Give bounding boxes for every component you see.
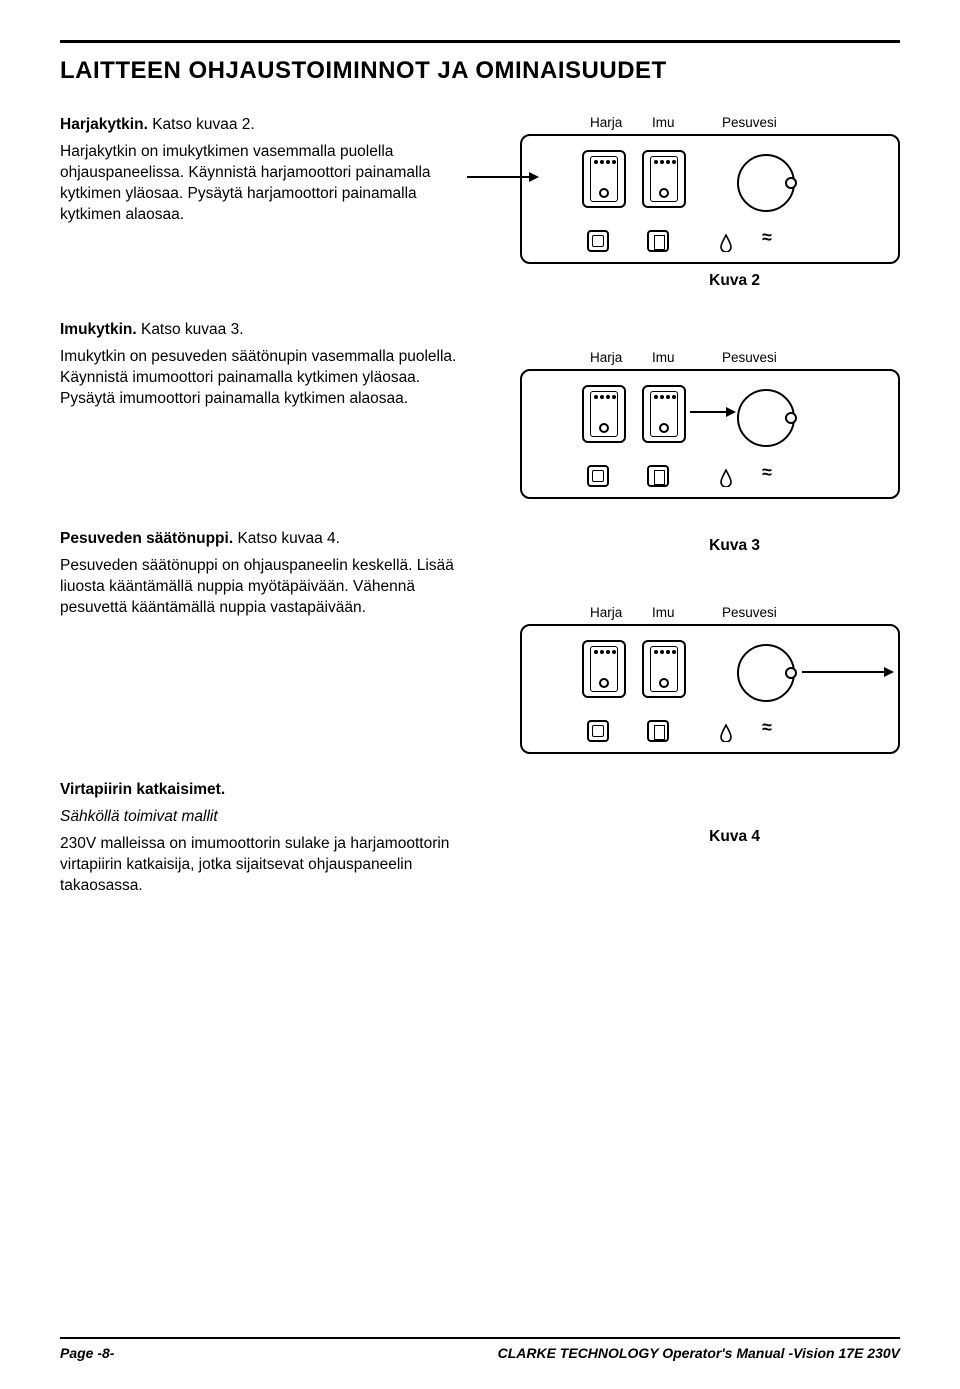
figure-4: Harja Imu Pesuvesi ≈ — [520, 605, 900, 754]
indicator-1 — [587, 720, 609, 742]
s2-after: Katso kuvaa 3. — [137, 321, 244, 338]
wave-icon: ≈ — [762, 462, 770, 483]
switch-harja — [582, 150, 626, 208]
s2-heading: Imukytkin. — [60, 321, 137, 338]
switch-imu — [642, 385, 686, 443]
footer-manual: CLARKE TECHNOLOGY Operator's Manual -Vis… — [498, 1345, 900, 1361]
indicator-2 — [647, 720, 669, 742]
footer-page: Page -8- — [60, 1345, 114, 1361]
knob-pesuvesi — [737, 644, 795, 702]
arrow-to-imu — [690, 411, 734, 413]
s3-heading: Pesuveden säätönuppi. — [60, 530, 233, 547]
s1-heading: Harjakytkin. — [60, 116, 148, 133]
s1-body: Harjakytkin on imukytkimen vasemmalla pu… — [60, 142, 470, 226]
indicator-2 — [647, 230, 669, 252]
caption-kuva4: Kuva 4 — [709, 828, 760, 846]
page-title: LAITTEEN OHJAUSTOIMINNOT JA OMINAISUUDET — [60, 57, 900, 85]
switch-imu — [642, 640, 686, 698]
s4-body: 230V malleissa on imumoottorin sulake ja… — [60, 834, 470, 897]
s4-heading: Virtapiirin katkaisimet. — [60, 780, 470, 801]
arrow-to-harja — [467, 176, 537, 178]
panel-label-harja: Harja — [590, 115, 652, 130]
knob-pesuvesi — [737, 154, 795, 212]
caption-kuva2: Kuva 2 — [709, 272, 760, 290]
s3-after: Katso kuvaa 4. — [233, 530, 340, 547]
s2-heading-line: Imukytkin. Katso kuvaa 3. — [60, 320, 470, 341]
panel-label-imu: Imu — [652, 350, 722, 365]
figure-2: Harja Imu Pesuvesi ≈ — [520, 115, 900, 264]
indicator-1 — [587, 230, 609, 252]
drop-icon — [720, 724, 732, 742]
indicator-1 — [587, 465, 609, 487]
s3-body: Pesuveden säätönuppi on ohjauspaneelin k… — [60, 556, 470, 619]
indicator-2 — [647, 465, 669, 487]
switch-imu — [642, 150, 686, 208]
s2-body: Imukytkin on pesuveden säätönupin vasemm… — [60, 347, 470, 410]
wave-icon: ≈ — [762, 717, 770, 738]
panel-label-imu: Imu — [652, 115, 722, 130]
panel-label-pesuvesi: Pesuvesi — [722, 115, 802, 130]
s1-heading-line: Harjakytkin. Katso kuvaa 2. — [60, 115, 470, 136]
knob-pesuvesi — [737, 389, 795, 447]
drop-icon — [720, 234, 732, 252]
arrow-to-knob — [802, 671, 892, 673]
panel-label-pesuvesi: Pesuvesi — [722, 350, 802, 365]
caption-kuva3: Kuva 3 — [709, 537, 760, 555]
panel-label-harja: Harja — [590, 605, 652, 620]
footer: Page -8- CLARKE TECHNOLOGY Operator's Ma… — [60, 1337, 900, 1361]
switch-harja — [582, 385, 626, 443]
s1-after: Katso kuvaa 2. — [148, 116, 255, 133]
wave-icon: ≈ — [762, 227, 770, 248]
panel-label-imu: Imu — [652, 605, 722, 620]
panel-label-harja: Harja — [590, 350, 652, 365]
s3-heading-line: Pesuveden säätönuppi. Katso kuvaa 4. — [60, 529, 470, 550]
s4-sub: Sähköllä toimivat mallit — [60, 807, 470, 828]
panel-label-pesuvesi: Pesuvesi — [722, 605, 802, 620]
drop-icon — [720, 469, 732, 487]
figure-3: Harja Imu Pesuvesi ≈ — [520, 350, 900, 499]
switch-harja — [582, 640, 626, 698]
